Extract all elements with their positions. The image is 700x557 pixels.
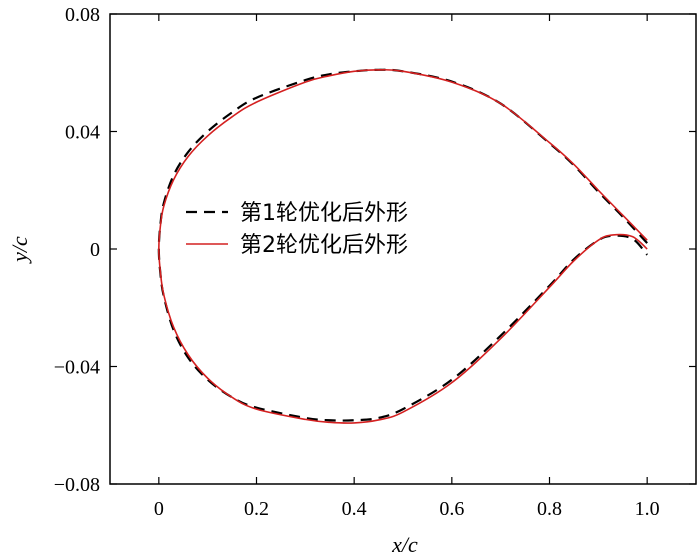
y-tick-label: −0.08 bbox=[54, 474, 100, 496]
x-tick-label: 0.2 bbox=[244, 498, 269, 520]
y-tick-label: −0.04 bbox=[54, 357, 100, 379]
legend: 第1轮优化后外形 第2轮优化后外形 bbox=[186, 201, 408, 258]
x-tick-label: 0.8 bbox=[537, 498, 562, 520]
x-tick-label: 1.0 bbox=[635, 498, 660, 520]
x-axis-label: x/c bbox=[391, 532, 418, 557]
y-tick-label: 0.08 bbox=[65, 4, 100, 26]
series-layer bbox=[157, 68, 649, 424]
tick-marks bbox=[110, 13, 696, 485]
series-line-2 bbox=[158, 68, 648, 424]
legend-label-series-1: 第1轮优化后外形 bbox=[240, 201, 408, 226]
y-tick-label: 0.04 bbox=[65, 122, 100, 144]
x-tick-label: 0.4 bbox=[342, 498, 367, 520]
y-axis-label: y/c bbox=[7, 236, 32, 264]
x-tick-label: 0 bbox=[154, 498, 164, 520]
x-tick-label: 0.6 bbox=[439, 498, 464, 520]
legend-label-series-2: 第2轮优化后外形 bbox=[240, 233, 408, 258]
y-tick-label: 0 bbox=[90, 239, 100, 261]
